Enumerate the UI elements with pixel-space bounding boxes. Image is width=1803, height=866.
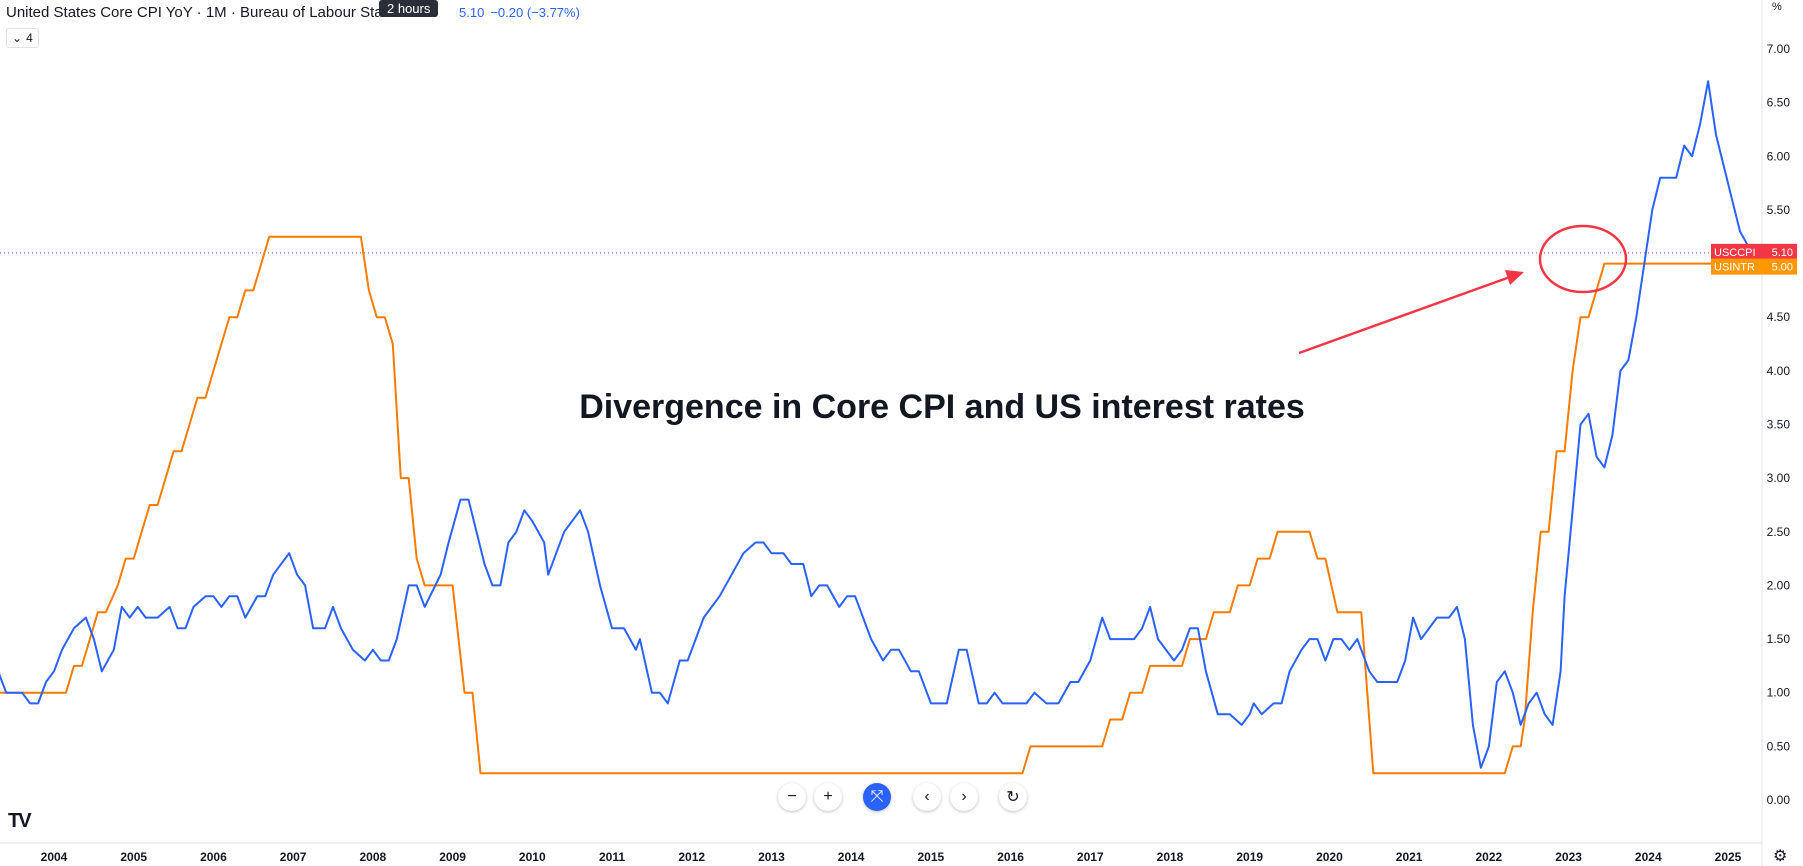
price-tick-label: 3.50 xyxy=(1767,418,1791,432)
time-tick-label: 2016 xyxy=(997,850,1024,864)
last-value: 5.10 xyxy=(459,5,485,20)
value-change: −0.20 (−3.77%) xyxy=(490,5,580,20)
time-tick-label: 2018 xyxy=(1157,850,1184,864)
price-label-value: 5.00 xyxy=(1772,262,1793,274)
reset-scale-button[interactable]: ⤧ xyxy=(863,783,891,811)
indicators-collapse-button[interactable]: ⌄ 4 xyxy=(6,28,39,48)
time-tick-label: 2017 xyxy=(1077,850,1104,864)
price-tick-label: 5.50 xyxy=(1767,203,1791,217)
price-labels: USCCPI 5.10 USINTR 5.00 xyxy=(1711,243,1797,275)
price-label-bg xyxy=(1711,258,1797,275)
scroll-right-button[interactable]: › xyxy=(950,783,978,811)
price-label-name: USINTR xyxy=(1714,262,1755,274)
time-axis[interactable]: 2004 2005 2006 2007 2008 2009 2010 2011 2012 2013… xyxy=(41,850,1742,864)
price-tick-label: 4.50 xyxy=(1767,310,1791,324)
annotation-arrow-head xyxy=(1505,270,1524,285)
gear-icon[interactable]: ⚙ xyxy=(1773,848,1788,865)
series-line-usintr[interactable] xyxy=(0,235,1752,775)
time-tick-label: 2025 xyxy=(1715,850,1742,864)
time-tick-label: 2014 xyxy=(838,850,865,864)
time-tick-label: 2006 xyxy=(200,850,227,864)
series-layer xyxy=(0,80,1755,775)
time-tick-label: 2013 xyxy=(758,850,785,864)
plus-icon: + xyxy=(823,788,833,805)
time-tick-label: 2012 xyxy=(678,850,705,864)
time-tick-label: 2022 xyxy=(1476,850,1503,864)
price-tick-label: 7.00 xyxy=(1767,42,1791,56)
chevron-left-icon: ‹ xyxy=(924,788,930,805)
collapse-arrows-icon: ⤧ xyxy=(870,788,884,805)
tooltip: 2 hours xyxy=(379,0,439,17)
minus-icon: − xyxy=(787,788,797,805)
time-tick-label: 2007 xyxy=(280,850,307,864)
time-tick-label: 2020 xyxy=(1316,850,1343,864)
series-line-usccpi[interactable] xyxy=(0,80,1753,769)
price-tick-label: 0.50 xyxy=(1767,739,1791,753)
time-tick-label: 2024 xyxy=(1635,850,1662,864)
scroll-left-button[interactable]: ‹ xyxy=(913,783,941,811)
price-tick-label: 4.00 xyxy=(1767,364,1791,378)
time-tick-label: 2004 xyxy=(41,850,68,864)
price-label-value: 5.10 xyxy=(1772,247,1793,259)
annotation-layer: Divergence in Core CPI and US interest r… xyxy=(579,224,1628,426)
price-tick-label: 2.50 xyxy=(1767,525,1791,539)
zoom-out-button[interactable]: − xyxy=(778,783,806,811)
reset-chart-button[interactable]: ↻ xyxy=(999,783,1027,811)
chevron-right-icon: › xyxy=(961,788,967,805)
price-tick-label: 6.50 xyxy=(1767,96,1791,110)
price-tick-label: 1.00 xyxy=(1767,686,1791,700)
price-label-bg xyxy=(1711,243,1797,260)
time-tick-label: 2023 xyxy=(1555,850,1582,864)
price-axis[interactable]: 0.00 0.50 1.00 1.50 2.00 2.50 3.00 3.50 4.00 4.50… xyxy=(1767,42,1791,807)
axis-unit: % xyxy=(1772,1,1782,13)
price-tick-label: 2.00 xyxy=(1767,578,1791,592)
value-readout: 5.10 −0.20 (−3.77%) xyxy=(459,5,586,20)
time-tick-label: 2009 xyxy=(439,850,466,864)
price-tick-label: 6.00 xyxy=(1767,149,1791,163)
time-tick-label: 2005 xyxy=(120,850,147,864)
price-tick-label: 3.00 xyxy=(1767,471,1791,485)
chevron-down-icon: ⌄ xyxy=(12,31,23,45)
tradingview-logo[interactable]: TV xyxy=(8,810,32,832)
time-tick-label: 2008 xyxy=(360,850,387,864)
time-tick-label: 2011 xyxy=(599,850,625,864)
price-tick-label: 0.00 xyxy=(1767,793,1791,807)
annotation-text: Divergence in Core CPI and US interest r… xyxy=(579,388,1305,426)
annotation-circle xyxy=(1538,224,1628,294)
price-label-name: USCCPI xyxy=(1714,247,1756,259)
time-tick-label: 2019 xyxy=(1236,850,1263,864)
time-tick-label: 2010 xyxy=(519,850,546,864)
annotation-arrow-line xyxy=(1298,275,1511,355)
indicator-count: 4 xyxy=(26,31,33,45)
zoom-in-button[interactable]: + xyxy=(814,783,842,811)
refresh-icon: ↻ xyxy=(1006,789,1020,806)
time-tick-label: 2021 xyxy=(1396,850,1423,864)
time-tick-label: 2015 xyxy=(918,850,945,864)
price-tick-label: 1.50 xyxy=(1767,632,1791,646)
symbol-title[interactable]: United States Core CPI YoY · 1M · Bureau… xyxy=(6,4,421,21)
